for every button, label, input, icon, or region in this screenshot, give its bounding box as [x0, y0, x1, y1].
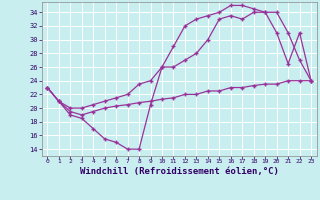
- X-axis label: Windchill (Refroidissement éolien,°C): Windchill (Refroidissement éolien,°C): [80, 167, 279, 176]
